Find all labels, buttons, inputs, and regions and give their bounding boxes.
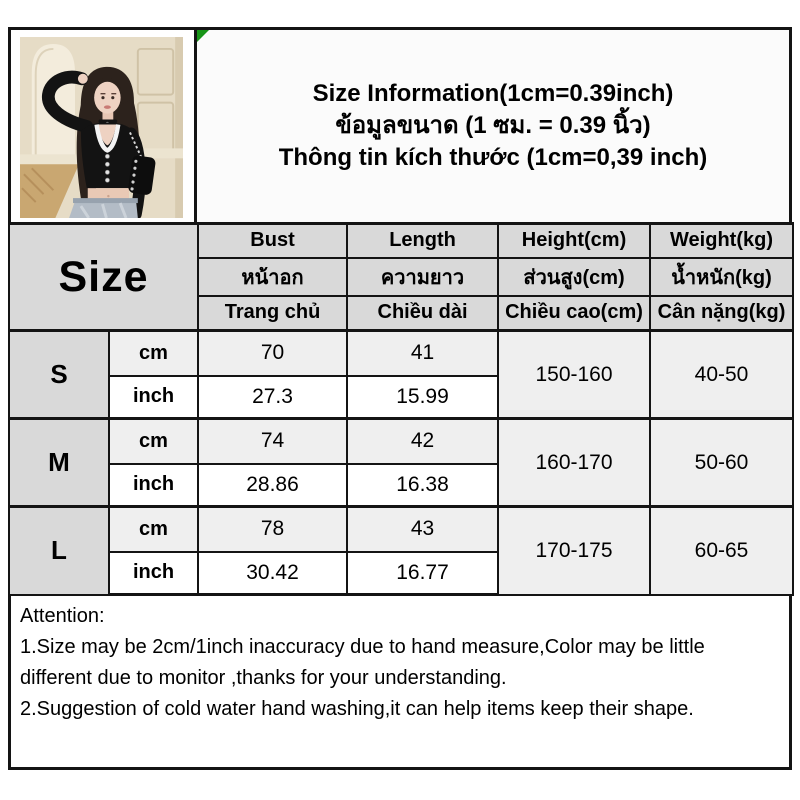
l-length-inch: 16.77 <box>346 550 500 596</box>
top-section: Size Information(1cm=0.39inch) ข้อมูลขนา… <box>8 27 792 222</box>
size-s-label: S <box>8 329 110 420</box>
header-bust-vi: Trang chủ <box>197 294 349 332</box>
m-unit-cm: cm <box>107 417 200 465</box>
header-weight-en: Weight(kg) <box>649 222 795 259</box>
attention-note-1: 1.Size may be 2cm/1inch inaccuracy due t… <box>20 636 705 689</box>
header-length-vi: Chiều dài <box>346 294 500 332</box>
green-triangle-icon <box>197 30 209 42</box>
header-height-th: ส่วนสูง(cm) <box>497 256 652 297</box>
title-cell: Size Information(1cm=0.39inch) ข้อมูลขนา… <box>197 30 789 222</box>
l-height-range: 170-175 <box>497 505 652 596</box>
title-thai: ข้อมูลขนาด (1 ซม. = 0.39 นิ้ว) <box>335 112 651 139</box>
photo-cell <box>11 30 197 222</box>
l-weight-range: 60-65 <box>649 505 795 596</box>
row-s-cm: S cm 70 41 150-160 40-50 <box>8 329 795 420</box>
chart-board: Size Information(1cm=0.39inch) ข้อมูลขนา… <box>7 27 795 770</box>
l-bust-inch: 30.42 <box>197 550 349 596</box>
product-photo <box>20 37 183 218</box>
l-length-cm: 43 <box>346 505 500 553</box>
header-bust-th: หน้าอก <box>197 256 349 297</box>
s-height-range: 150-160 <box>497 329 652 420</box>
header-row-vietnamese: Trang chủ Chiều dài Chiều cao(cm) Cân nặ… <box>9 294 795 332</box>
size-table: Size Bust Length Height(cm) Weight(kg) ห… <box>7 222 795 596</box>
row-m-inch: inch 28.86 16.38 <box>9 462 793 508</box>
s-bust-inch: 27.3 <box>197 374 349 420</box>
s-unit-inch: inch <box>107 374 200 420</box>
header-bust-en: Bust <box>197 222 349 259</box>
size-corner-cell: Size <box>7 222 200 332</box>
header-weight-th: น้ำหนัก(kg) <box>649 256 795 297</box>
m-length-cm: 42 <box>346 417 500 465</box>
s-bust-cm: 70 <box>197 329 349 377</box>
m-bust-inch: 28.86 <box>197 462 349 508</box>
attention-note-2: 2.Suggestion of cold water hand washing,… <box>20 698 694 720</box>
row-l-inch: inch 30.42 16.77 <box>9 550 793 596</box>
size-m-label: M <box>8 417 110 508</box>
m-bust-cm: 74 <box>197 417 349 465</box>
s-weight-range: 40-50 <box>649 329 795 420</box>
header-height-vi: Chiều cao(cm) <box>497 294 652 332</box>
header-weight-vi: Cân nặng(kg) <box>649 294 795 332</box>
header-height-en: Height(cm) <box>497 222 652 259</box>
m-weight-range: 50-60 <box>649 417 795 508</box>
size-l-label: L <box>8 505 110 596</box>
m-length-inch: 16.38 <box>346 462 500 508</box>
title-english: Size Information(1cm=0.39inch) <box>312 80 674 107</box>
s-length-cm: 41 <box>346 329 500 377</box>
m-height-range: 160-170 <box>497 417 652 508</box>
header-length-en: Length <box>346 222 500 259</box>
s-length-inch: 15.99 <box>346 374 500 420</box>
header-row-english: Size Bust Length Height(cm) Weight(kg) <box>7 222 795 332</box>
s-unit-cm: cm <box>107 329 200 377</box>
attention-box: Attention: 1.Size may be 2cm/1inch inacc… <box>8 596 792 770</box>
l-unit-cm: cm <box>107 505 200 553</box>
header-length-th: ความยาว <box>346 256 500 297</box>
row-m-cm: M cm 74 42 160-170 50-60 <box>8 417 795 508</box>
m-unit-inch: inch <box>107 462 200 508</box>
l-bust-cm: 78 <box>197 505 349 553</box>
l-unit-inch: inch <box>107 550 200 596</box>
row-l-cm: L cm 78 43 170-175 60-65 <box>8 505 795 596</box>
attention-heading: Attention: <box>20 605 105 627</box>
title-vietnamese: Thông tin kích thước (1cm=0,39 inch) <box>278 144 708 171</box>
header-row-thai: หน้าอก ความยาว ส่วนสูง(cm) น้ำหนัก(kg) <box>9 256 795 297</box>
row-s-inch: inch 27.3 15.99 <box>9 374 793 420</box>
